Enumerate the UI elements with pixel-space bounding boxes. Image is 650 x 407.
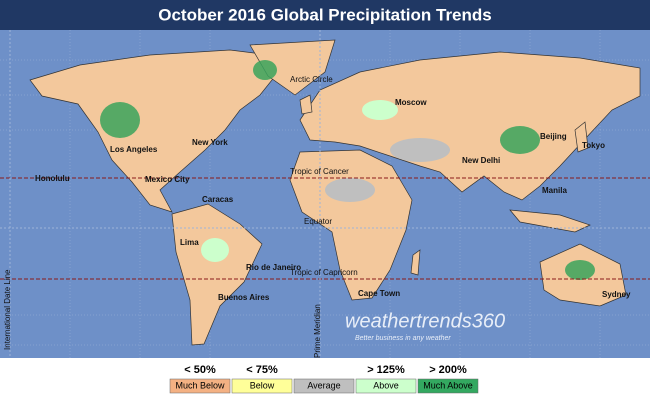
city-label: Los Angeles: [110, 145, 158, 154]
legend-label: Above: [373, 380, 399, 390]
title-bar: [0, 0, 650, 30]
city-label: New York: [192, 138, 228, 147]
city-label: Caracas: [202, 195, 234, 204]
city-label: Lima: [180, 238, 199, 247]
city-label: New Delhi: [462, 156, 500, 165]
legend-swatch: [355, 378, 417, 394]
city-label: Cape Town: [358, 289, 400, 298]
legend-label: Average: [307, 380, 340, 390]
city-label: Moscow: [395, 98, 427, 107]
legend: Much Below < 50% Below < 75% Average Above > 1…: [169, 364, 479, 394]
legend-label: Much Above: [423, 380, 473, 390]
city-label: Beijing: [540, 132, 567, 141]
city-label: Rio de Janeiro: [246, 263, 301, 272]
legend-label: Much Below: [175, 380, 225, 390]
ref-label: Prime Meridian: [313, 304, 322, 358]
city-label: Manila: [542, 186, 567, 195]
ref-label: Arctic Circle: [290, 75, 333, 84]
logo-tagline: Better business in any weather: [355, 335, 451, 342]
legend-threshold: < 50%: [184, 364, 216, 376]
city-label: Sydney: [602, 290, 631, 299]
ref-label: Tropic of Cancer: [290, 167, 349, 176]
logo: weathertrends360: [345, 310, 505, 332]
legend-swatch: [293, 378, 355, 394]
city-label: Mexico City: [145, 175, 190, 184]
legend-swatch: [417, 378, 479, 394]
city-label: Honolulu: [35, 174, 70, 183]
legend-label: Below: [250, 380, 275, 390]
legend-swatch: [231, 378, 293, 394]
legend-threshold: < 75%: [246, 364, 278, 376]
legend-threshold: > 125%: [367, 364, 405, 376]
ref-label: Equator: [304, 217, 332, 226]
ref-label: International Date Line: [3, 269, 12, 350]
city-labels: Moscow Beijing Tokyo New Delhi Manila Honolul…: [35, 98, 631, 302]
city-label: Buenos Aires: [218, 293, 270, 302]
title: October 2016 Global Precipitation Trends: [158, 5, 491, 24]
legend-threshold: > 200%: [429, 364, 467, 376]
legend-swatch: [169, 378, 231, 394]
ref-label: Tropic of Capricorn: [290, 268, 358, 277]
city-label: Tokyo: [582, 141, 605, 150]
